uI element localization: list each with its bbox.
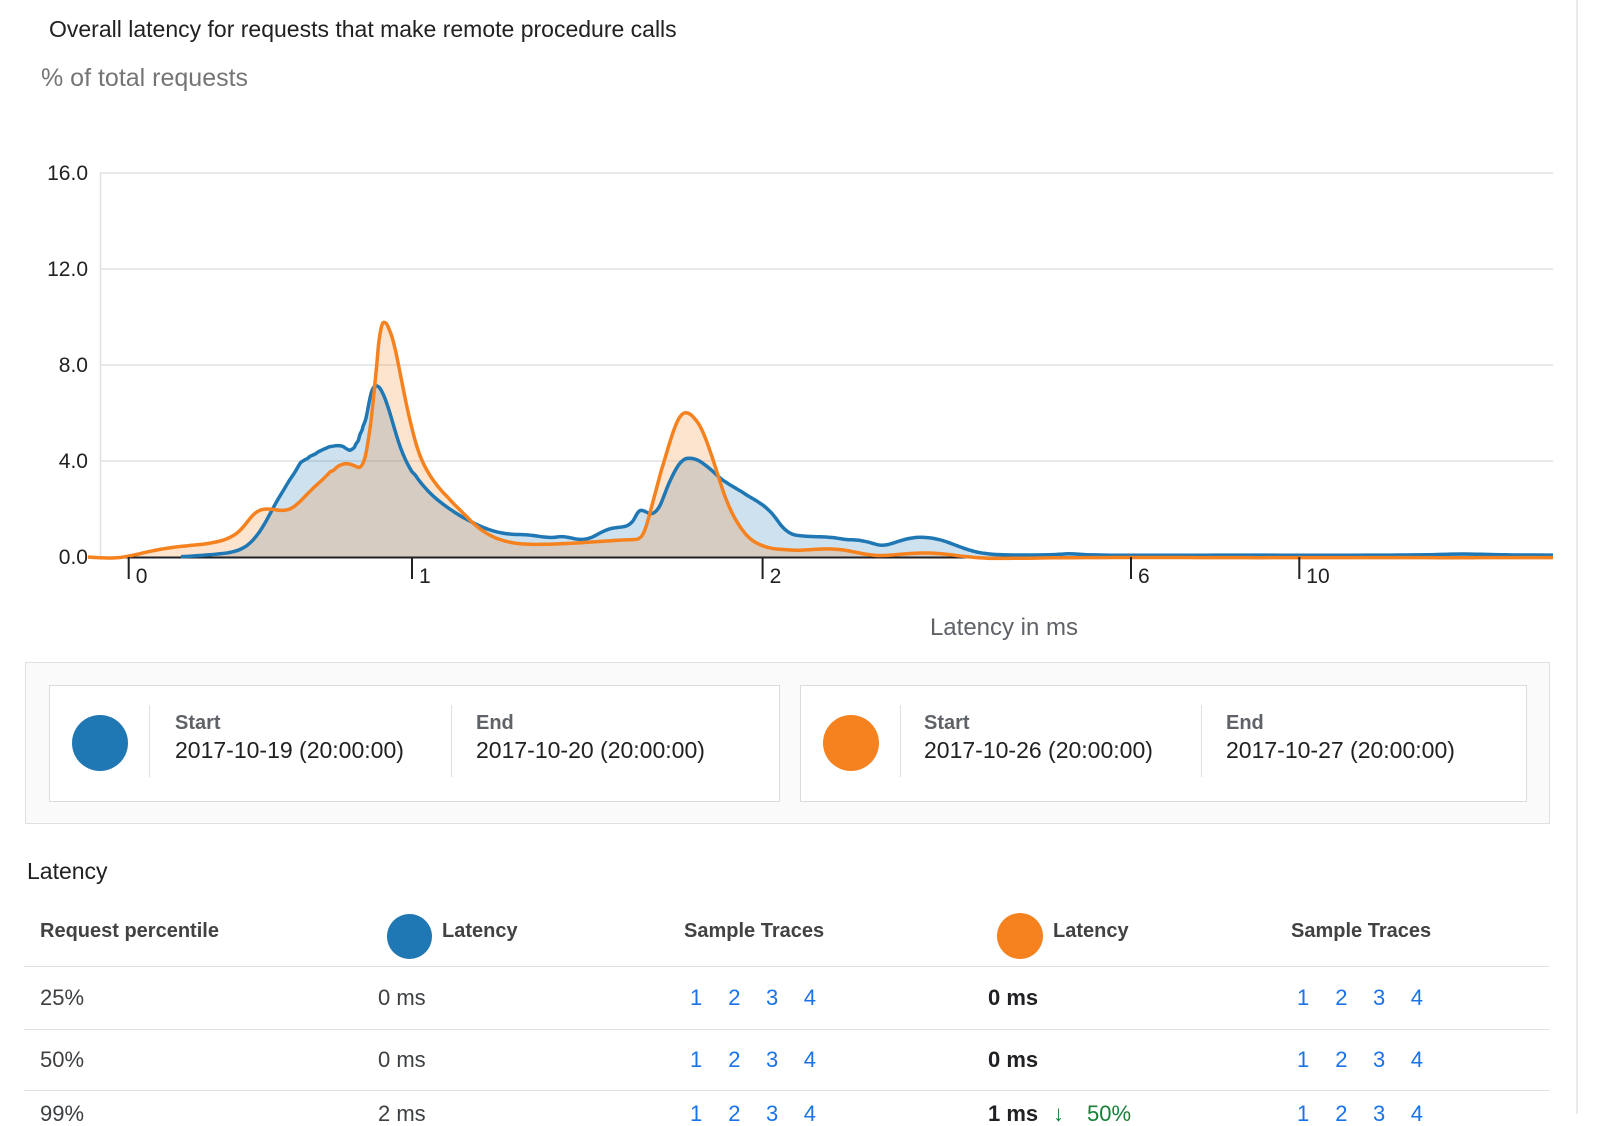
svg-text:12.0: 12.0 xyxy=(47,258,88,281)
svg-text:2: 2 xyxy=(770,565,782,588)
svg-text:4.0: 4.0 xyxy=(59,450,88,473)
svg-text:0: 0 xyxy=(136,565,148,588)
svg-text:0.0: 0.0 xyxy=(59,546,88,569)
svg-text:6: 6 xyxy=(1138,565,1150,588)
svg-text:16.0: 16.0 xyxy=(47,162,88,185)
svg-text:Latency in ms: Latency in ms xyxy=(930,614,1078,641)
svg-text:8.0: 8.0 xyxy=(59,354,88,377)
svg-text:1: 1 xyxy=(419,565,431,588)
svg-text:10: 10 xyxy=(1306,565,1329,588)
